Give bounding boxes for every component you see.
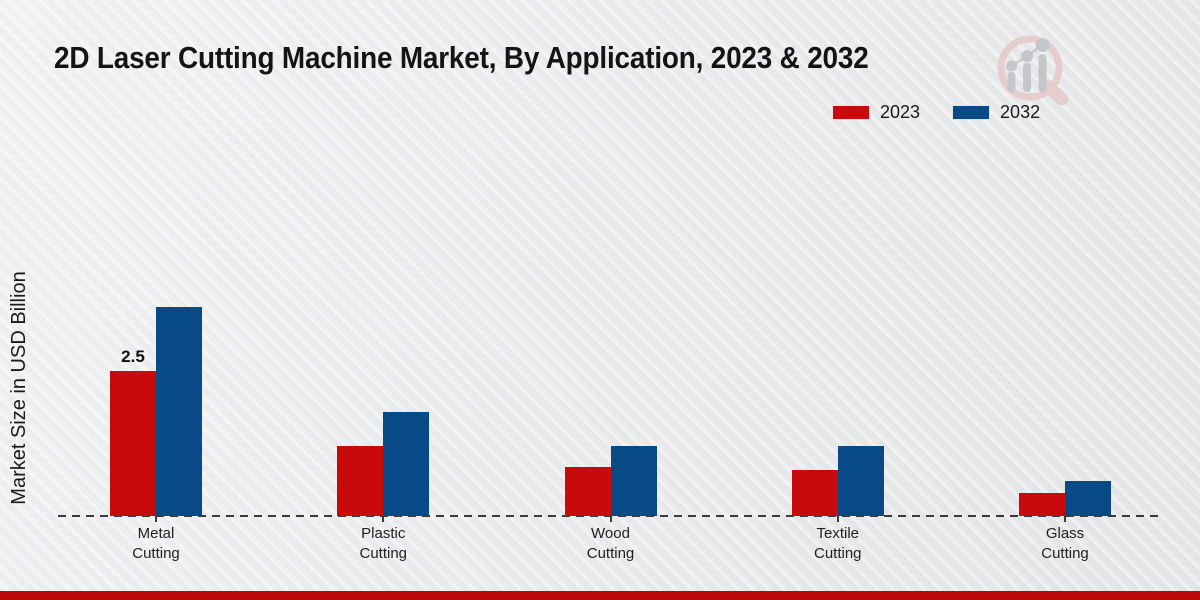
bar-2032-plastic-cutting (383, 412, 430, 516)
x-tick-metal-cutting (155, 516, 157, 522)
bar-2023-wood-cutting (564, 467, 611, 516)
logo-dot-3 (1035, 38, 1050, 52)
legend-swatch-2032 (952, 105, 991, 120)
chart-title: 2D Laser Cutting Machine Market, By Appl… (54, 40, 869, 75)
bar-2032-textile-cutting (837, 446, 884, 516)
category-label-line: Plastic (361, 525, 406, 542)
category-label-line: Metal (137, 525, 175, 542)
x-tick-plastic-cutting (382, 516, 385, 522)
legend-label-2023: 2023 (880, 102, 921, 122)
legend-swatch-2023 (832, 105, 870, 120)
category-label-plastic-cutting: Plastic Cutting (313, 524, 453, 564)
bar-2023-plastic-cutting (337, 446, 384, 516)
bar-2032-wood-cutting (610, 446, 657, 516)
category-label-wood-cutting: Wood Cutting (541, 524, 681, 564)
category-label-line: Cutting (359, 545, 408, 562)
magnifier-handle-icon (1042, 80, 1069, 106)
logo-bar-1 (1007, 72, 1016, 92)
category-label-line: Wood (591, 525, 630, 542)
bar-2023-metal-cutting (110, 371, 156, 516)
bar-2023-textile-cutting (791, 470, 838, 516)
category-label-line: Cutting (132, 545, 180, 562)
value-label-2023-metal-cutting: 2.5 (121, 347, 145, 366)
category-label-line: Cutting (1041, 545, 1089, 562)
category-label-line: Glass (1045, 525, 1085, 542)
category-label-metal-cutting: Metal Cutting (86, 524, 226, 564)
footer-accent-bar (0, 591, 1200, 600)
category-label-glass-cutting: Glass Cutting (995, 524, 1135, 564)
bar-2023-glass-cutting (1019, 493, 1065, 516)
x-tick-wood-cutting (609, 516, 612, 522)
x-axis-baseline (58, 515, 1158, 517)
logo-bar-3 (1038, 54, 1047, 92)
logo-dot-1 (1006, 60, 1017, 72)
x-tick-glass-cutting (1064, 516, 1066, 522)
legend: 2023 2032 (832, 102, 1040, 123)
legend-item-2032: 2032 (952, 102, 1040, 123)
logo-dot-2 (1021, 50, 1033, 62)
bar-2032-glass-cutting (1065, 481, 1111, 516)
bar-2032-metal-cutting (156, 307, 202, 516)
category-label-line: Textile (816, 525, 860, 542)
category-label-textile-cutting: Textile Cutting (768, 524, 908, 564)
logo-bar-2 (1023, 63, 1031, 92)
x-tick-textile-cutting (836, 516, 839, 522)
watermark-logo (997, 35, 1069, 106)
legend-label-2032: 2032 (1000, 102, 1041, 122)
magnifier-ring-icon (997, 35, 1063, 101)
legend-item-2023: 2023 (832, 102, 920, 123)
category-label-line: Cutting (586, 545, 635, 562)
category-label-line: Cutting (813, 545, 862, 562)
